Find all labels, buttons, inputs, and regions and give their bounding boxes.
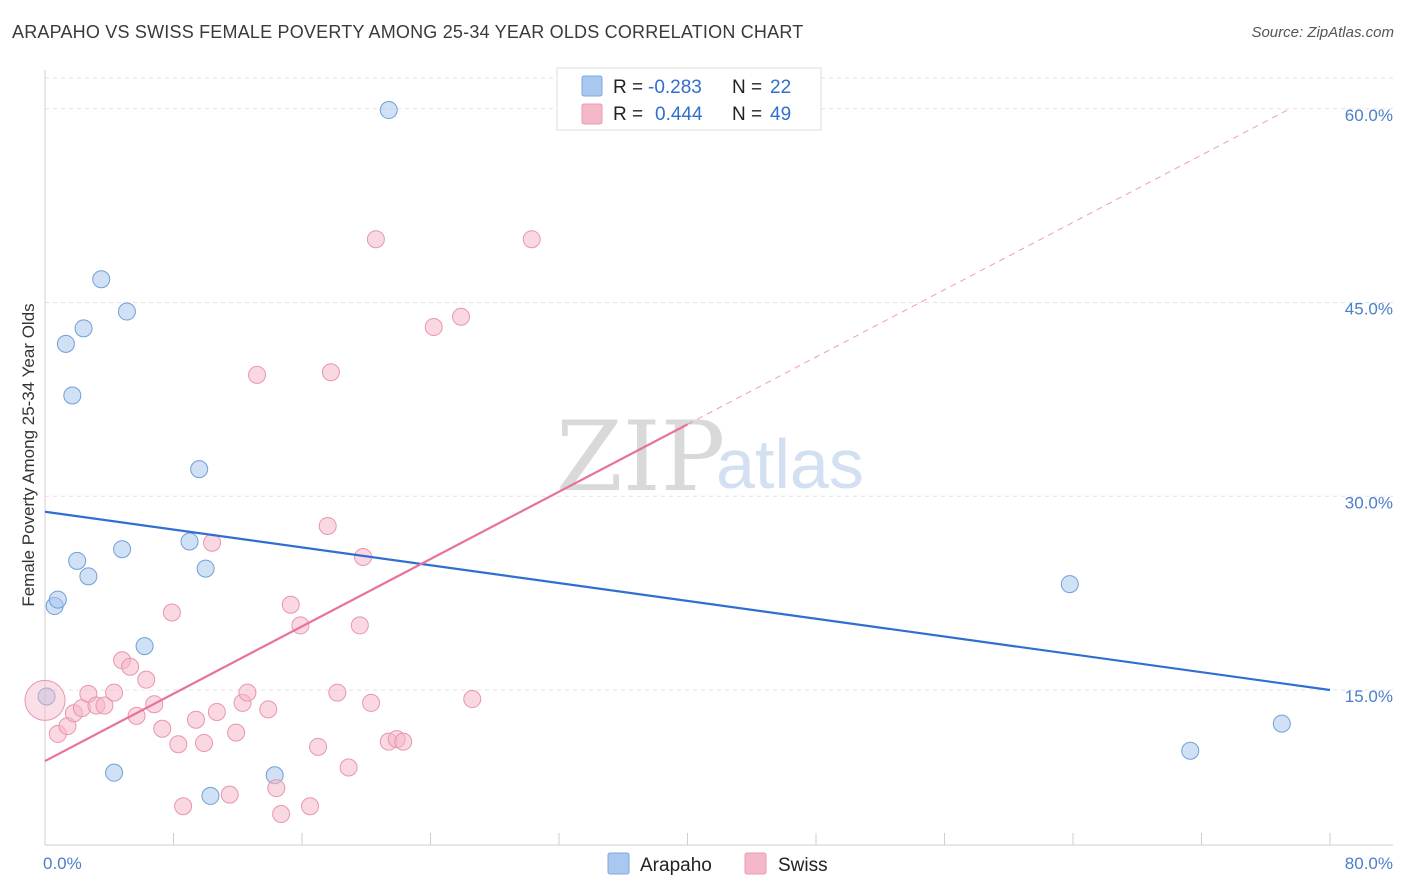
- point-arapaho-21: [1272, 714, 1291, 733]
- y-tick-label-45: 45.0%: [1345, 300, 1393, 319]
- point-swiss-37: [350, 616, 369, 635]
- point-arapaho-20: [1181, 741, 1200, 760]
- point-swiss-31: [301, 797, 320, 816]
- legend-swatch-arapaho: [581, 75, 603, 97]
- watermark-atlas: atlas: [716, 425, 864, 503]
- point-arapaho-11: [117, 302, 136, 321]
- point-swiss-14: [153, 719, 172, 738]
- point-swiss-38: [362, 693, 381, 712]
- point-swiss-16: [169, 735, 188, 754]
- legend-r-label-arapaho: R =: [613, 77, 643, 98]
- point-arapaho-5: [68, 551, 87, 570]
- point-swiss-45: [452, 307, 471, 326]
- x-tick-label-min: 0.0%: [43, 854, 82, 873]
- point-swiss-27: [267, 779, 286, 798]
- legend-r-value-swiss: 0.444: [655, 104, 703, 125]
- point-swiss-32: [309, 737, 328, 756]
- point-swiss-7: [95, 696, 114, 715]
- point-arapaho-12: [135, 637, 154, 656]
- legend-r-value-arapaho: -0.283: [648, 77, 702, 98]
- point-arapaho-13: [180, 532, 199, 551]
- trend-lines: [44, 108, 1331, 763]
- chart-title: ARAPAHO VS SWISS FEMALE POVERTY AMONG 25…: [12, 22, 804, 42]
- point-swiss-40: [366, 230, 385, 249]
- y-axis-label: Female Poverty Among 25-34 Year Olds: [19, 303, 38, 606]
- point-arapaho-2: [48, 590, 67, 609]
- point-arapaho-19: [1060, 575, 1079, 594]
- legend-swatch-swiss: [581, 103, 603, 125]
- legend-n-value-swiss: 49: [770, 104, 791, 125]
- point-swiss-26: [259, 700, 278, 719]
- point-swiss-12: [137, 670, 156, 689]
- trend-line-arapaho: [44, 510, 1331, 692]
- point-swiss-0: [24, 679, 66, 721]
- point-swiss-18: [186, 710, 205, 729]
- point-arapaho-15: [196, 559, 215, 578]
- point-arapaho-9: [105, 763, 124, 782]
- legend-n-label-swiss: N =: [732, 104, 762, 125]
- y-tick-label-30: 30.0%: [1345, 493, 1393, 512]
- point-arapaho-16: [201, 786, 220, 805]
- point-swiss-46: [463, 690, 482, 709]
- point-swiss-47: [522, 230, 541, 249]
- data-points: [24, 101, 1291, 823]
- point-swiss-21: [207, 702, 226, 721]
- grid: [45, 77, 1393, 691]
- point-arapaho-14: [190, 460, 209, 479]
- legend-n-value-arapaho: 22: [770, 77, 791, 98]
- point-swiss-17: [174, 797, 193, 816]
- bottom-legend-label-swiss: Swiss: [778, 855, 828, 876]
- point-swiss-15: [162, 603, 181, 622]
- point-swiss-34: [318, 516, 337, 535]
- point-swiss-23: [227, 723, 246, 742]
- bottom-legend-swatch-arapaho: [607, 852, 630, 875]
- point-swiss-48: [238, 683, 257, 702]
- bottom-legend-swatch-swiss: [744, 852, 767, 875]
- point-swiss-44: [424, 318, 443, 337]
- point-swiss-33: [321, 363, 340, 382]
- x-tick-label-max: 80.0%: [1345, 854, 1393, 873]
- tick-labels: 15.0% 30.0% 45.0% 60.0% 0.0% 80.0%: [43, 106, 1393, 873]
- point-swiss-35: [328, 683, 347, 702]
- point-arapaho-8: [92, 270, 111, 289]
- bottom-legend: Arapaho Swiss: [607, 852, 828, 876]
- axes: [44, 70, 1393, 846]
- source-label: Source: ZipAtlas.com: [1251, 24, 1394, 41]
- point-swiss-29: [281, 595, 300, 614]
- legend: R = -0.283 N = 22 R = 0.444 N = 49: [556, 67, 822, 131]
- watermark-zip: ZIP: [556, 401, 725, 513]
- point-arapaho-4: [63, 386, 82, 405]
- point-arapaho-7: [79, 567, 98, 586]
- legend-r-label-swiss: R =: [613, 104, 643, 125]
- point-arapaho-0: [37, 687, 56, 706]
- point-swiss-28: [272, 805, 291, 823]
- y-tick-label-15: 15.0%: [1345, 687, 1393, 706]
- point-swiss-22: [220, 785, 239, 804]
- watermark: ZIP atlas: [556, 401, 864, 513]
- legend-n-label-arapaho: N =: [732, 77, 762, 98]
- point-swiss-10: [121, 657, 140, 676]
- point-swiss-43: [394, 732, 413, 751]
- point-arapaho-10: [113, 540, 132, 559]
- point-arapaho-6: [74, 319, 93, 338]
- point-swiss-8: [105, 683, 124, 702]
- point-swiss-19: [195, 733, 214, 752]
- point-swiss-36: [339, 758, 358, 777]
- point-swiss-25: [248, 365, 267, 384]
- bottom-legend-label-arapaho: Arapaho: [640, 855, 712, 876]
- y-tick-label-60: 60.0%: [1345, 106, 1393, 125]
- point-arapaho-3: [56, 334, 75, 353]
- trend-line-swiss: [44, 423, 689, 763]
- point-arapaho-18: [379, 101, 398, 120]
- trend-line-extension-swiss: [687, 108, 1291, 425]
